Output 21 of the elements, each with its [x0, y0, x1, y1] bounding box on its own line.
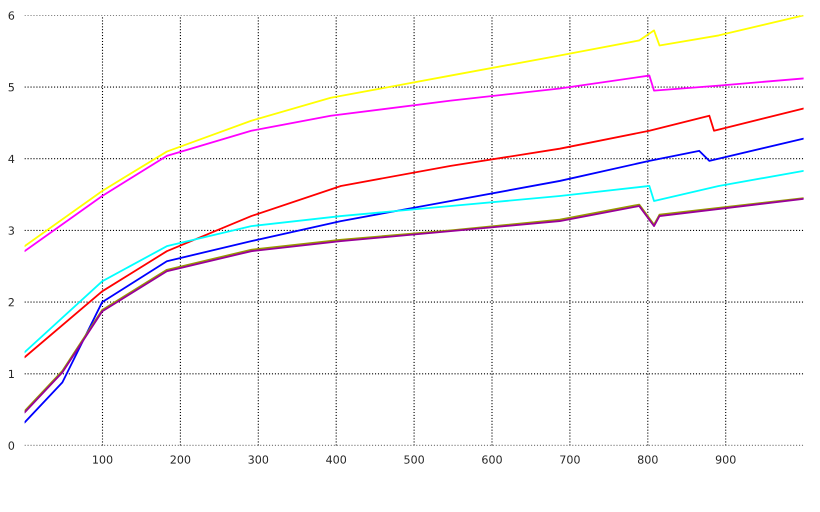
- line-series: [24, 138, 804, 424]
- line-series: [24, 15, 804, 248]
- x-tick-label: 900: [716, 455, 736, 464]
- x-tick-label: 500: [404, 455, 424, 464]
- y-tick-label: 3: [8, 226, 14, 235]
- y-tick-label: 4: [8, 154, 14, 163]
- y-tick-label: 1: [9, 370, 14, 378]
- x-tick-label: 800: [638, 455, 658, 464]
- line-series: [24, 170, 804, 354]
- line-series: [24, 74, 804, 252]
- x-tick-label: 100: [93, 455, 112, 464]
- y-tick-label: 6: [8, 11, 14, 20]
- y-tick-label: 2: [8, 298, 14, 306]
- y-tick-label: 0: [8, 441, 14, 450]
- x-tick-label: 300: [248, 455, 268, 464]
- x-tick-label: 700: [560, 455, 580, 464]
- x-tick-label: 600: [482, 455, 502, 464]
- line-series: [24, 108, 804, 358]
- x-tick-label: 200: [170, 455, 190, 464]
- y-tick-label: 5: [8, 83, 14, 92]
- x-tick-label: 400: [326, 455, 346, 464]
